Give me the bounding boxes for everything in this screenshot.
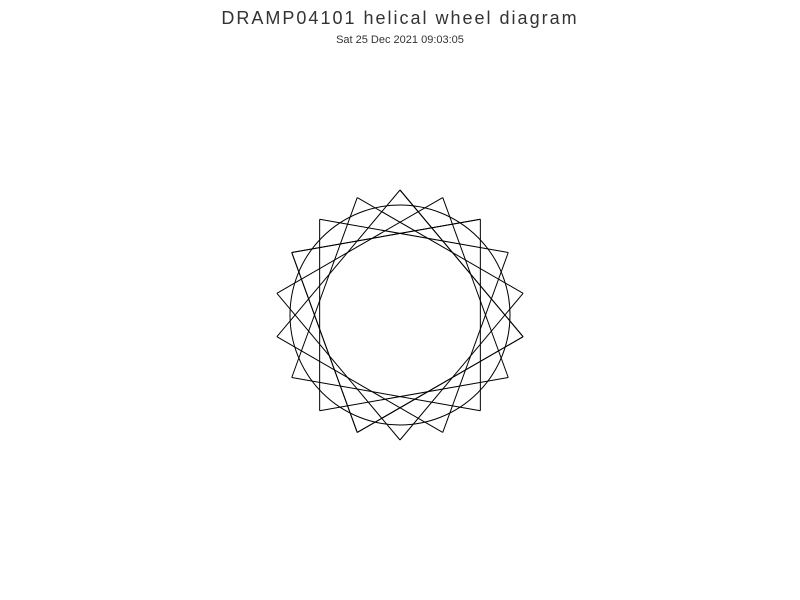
helical-wheel-svg (0, 0, 800, 600)
wheel-edge (357, 337, 523, 433)
wheel-edge (277, 337, 443, 433)
diagram-container: DRAMP04101 helical wheel diagram Sat 25 … (0, 0, 800, 600)
wheel-circle (290, 205, 510, 425)
